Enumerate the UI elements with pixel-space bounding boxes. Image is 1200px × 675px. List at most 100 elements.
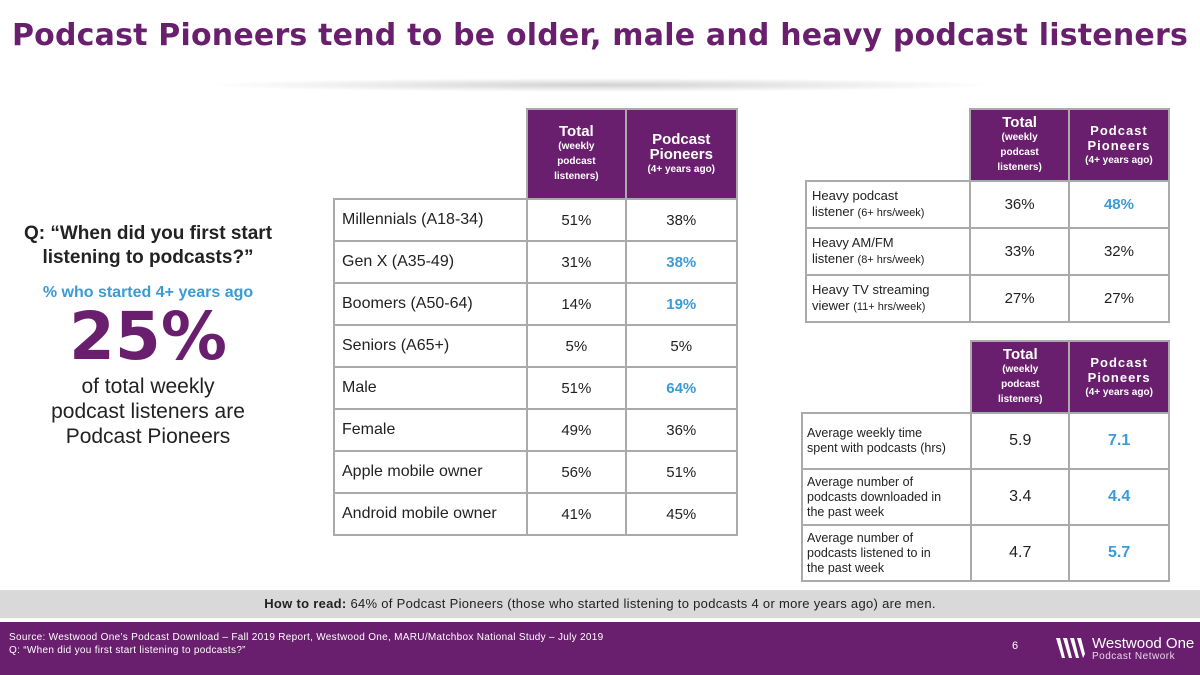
table-row: Seniors (A65+) 5% 5% <box>332 324 738 368</box>
row-pioneers-value: 32% <box>1067 227 1171 276</box>
big-description: of total weekly podcast listeners are Po… <box>10 374 286 449</box>
row-total-value: 49% <box>526 408 627 452</box>
table-row: Average weekly time spent with podcasts (… <box>800 412 1170 470</box>
row-label-line-1: Average weekly time <box>807 426 923 440</box>
header-total-main: Total <box>1002 346 1038 363</box>
header-total-sub-1: (weekly <box>1001 132 1038 143</box>
row-total-value: 14% <box>526 282 627 326</box>
how-to-read-text: 64% of Podcast Pioneers (those who start… <box>346 596 936 611</box>
row-label-line-1: Heavy TV streaming <box>812 282 930 297</box>
row-label-qualifier: (8+ hrs/week) <box>857 254 925 266</box>
desc-line-1: of total weekly <box>81 375 215 398</box>
row-pioneers-value: 4.4 <box>1068 468 1170 526</box>
row-pioneers-value: 48% <box>1067 180 1171 229</box>
page-title: Podcast Pioneers tend to be older, male … <box>11 18 1189 53</box>
header-pioneers-main-1: Podcast <box>652 130 711 148</box>
row-label-line-2: podcasts downloaded in <box>807 489 942 504</box>
row-label-line-2: viewer <box>812 298 854 313</box>
header-total-main: Total <box>1002 114 1037 131</box>
row-label-line-2: listener <box>812 251 858 266</box>
header-pioneers: Podcast Pioneers (4+ years ago) <box>1067 108 1171 182</box>
row-label-qualifier: (11+ hrs/week) <box>853 301 926 313</box>
row-label: Seniors (A65+) <box>332 324 529 368</box>
empty-header-cell <box>806 109 970 181</box>
row-pioneers-value: 36% <box>624 408 738 452</box>
row-total-value: 4.7 <box>970 524 1071 582</box>
header-pioneers-main-2: Pioneers <box>1087 137 1151 153</box>
demographics-table: Total (weekly podcast listeners) Podcast… <box>332 108 738 536</box>
row-label-line-1: Heavy AM/FM <box>812 235 894 250</box>
media-table: Total (weekly podcast listeners) Podcast… <box>804 108 1171 323</box>
row-label-line-2: listener <box>812 204 858 219</box>
row-pioneers-value: 27% <box>1067 274 1171 323</box>
row-label: Android mobile owner <box>332 492 529 536</box>
header-pioneers: Podcast Pioneers (4+ years ago) <box>1068 340 1170 414</box>
row-label-line-1: Average number of <box>807 474 914 489</box>
row-label-qualifier: (6+ hrs/week) <box>857 207 925 219</box>
waveform-logo-icon <box>1056 638 1085 658</box>
header-pioneers-sub: (4+ years ago) <box>1085 386 1153 398</box>
desc-line-3: Podcast Pioneers <box>65 425 231 448</box>
logo-subtitle: Podcast Network <box>1092 651 1176 662</box>
header-total-sub-2: podcast <box>1001 379 1040 390</box>
header-total: Total (weekly podcast listeners) <box>526 108 627 200</box>
row-pioneers-value: 7.1 <box>1068 412 1170 470</box>
row-label-line-2: podcasts listened to in <box>807 545 931 560</box>
row-label: Heavy AM/FM listener (8+ hrs/week) <box>804 227 972 276</box>
table-row: Android mobile owner 41% 45% <box>332 492 738 536</box>
header-pioneers-sub: (4+ years ago) <box>1085 154 1153 166</box>
table-row: Millennials (A18-34) 51% 38% <box>332 198 738 242</box>
header-pioneers-sub: (4+ years ago) <box>647 163 716 175</box>
row-label: Average number of podcasts listened to in… <box>800 524 973 582</box>
question-line-1: Q: “When did you first start <box>23 223 273 244</box>
row-total-value: 5% <box>526 324 627 368</box>
source-line-2: Q: “When did you first start listening t… <box>9 645 246 656</box>
empty-header-cell <box>802 341 971 413</box>
row-label: Heavy TV streaming viewer (11+ hrs/week) <box>804 274 972 323</box>
row-label: Average number of podcasts downloaded in t… <box>800 468 973 526</box>
row-pioneers-value: 45% <box>624 492 738 536</box>
row-label-line-3: the past week <box>807 504 885 519</box>
usage-table: Total (weekly podcast listeners) Podcast… <box>800 340 1170 582</box>
header-pioneers: Podcast Pioneers (4+ years ago) <box>624 108 738 200</box>
big-percentage: 25% <box>69 298 227 375</box>
row-total-value: 27% <box>969 274 1070 323</box>
header-total-sub-2: podcast <box>557 156 596 167</box>
empty-header-cell <box>334 109 527 199</box>
row-label: Gen X (A35-49) <box>332 240 529 284</box>
header-pioneers-main-1: Podcast <box>1090 354 1148 370</box>
question-line-2: listening to podcasts?” <box>42 247 254 268</box>
how-to-read-label: How to read: <box>264 596 347 611</box>
header-pioneers-main-2: Pioneers <box>1087 369 1151 385</box>
row-total-value: 51% <box>526 198 627 242</box>
row-total-value: 31% <box>526 240 627 284</box>
row-pioneers-value: 64% <box>624 366 738 410</box>
header-total-sub-3: listeners) <box>554 171 599 182</box>
row-label-line-3: the past week <box>807 560 885 575</box>
header-total: Total (weekly podcast listeners) <box>969 108 1070 182</box>
westwood-one-logo: Westwood One Podcast Network <box>1056 633 1196 663</box>
header-total-sub-2: podcast <box>1000 147 1039 158</box>
header-total-sub-1: (weekly <box>558 141 595 152</box>
header-pioneers-main-2: Pioneers <box>649 145 713 163</box>
row-pioneers-value: 38% <box>624 240 738 284</box>
header-total-sub-1: (weekly <box>1002 364 1039 375</box>
table-row: Apple mobile owner 56% 51% <box>332 450 738 494</box>
question-panel: Q: “When did you first start listening t… <box>10 222 286 449</box>
row-pioneers-value: 5% <box>624 324 738 368</box>
row-label: Male <box>332 366 529 410</box>
row-pioneers-value: 38% <box>624 198 738 242</box>
row-label: Boomers (A50-64) <box>332 282 529 326</box>
desc-line-2: podcast listeners are <box>51 400 245 423</box>
row-total-value: 5.9 <box>970 412 1071 470</box>
row-label: Heavy podcast listener (6+ hrs/week) <box>804 180 972 229</box>
row-label-line-1: Average number of <box>807 530 914 545</box>
row-pioneers-value: 5.7 <box>1068 524 1170 582</box>
source-note: Source: Westwood One’s Podcast Download … <box>9 631 604 657</box>
header-total-sub-3: listeners) <box>997 162 1042 173</box>
header-total-sub-3: listeners) <box>998 394 1043 405</box>
table-row: Male 51% 64% <box>332 366 738 410</box>
row-label-line-2: spent with podcasts (hrs) <box>807 441 946 455</box>
header-total: Total (weekly podcast listeners) <box>970 340 1071 414</box>
header-pioneers-main-1: Podcast <box>1090 122 1148 138</box>
